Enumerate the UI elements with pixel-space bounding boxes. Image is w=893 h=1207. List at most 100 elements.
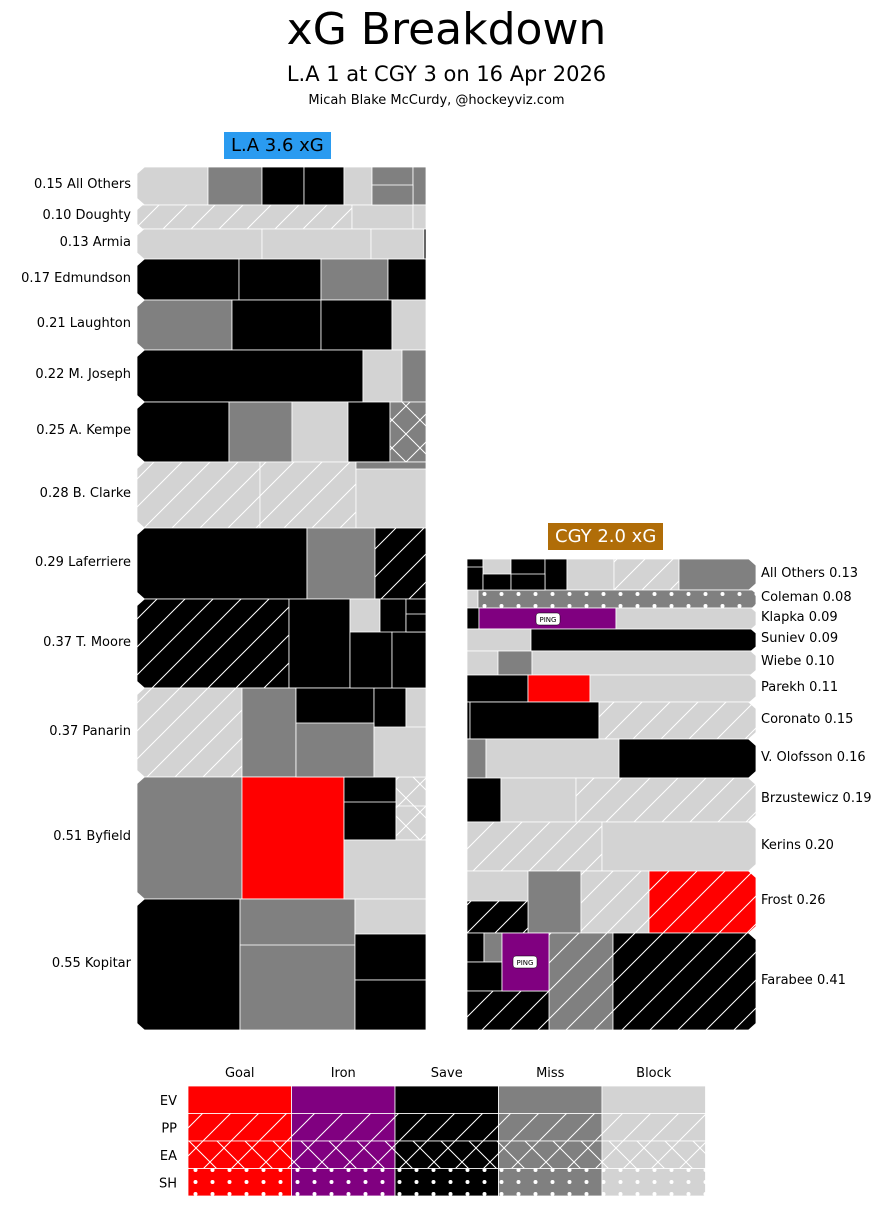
cgy-extra-shot-1 — [482, 573, 512, 591]
legend-situation-pp: PP — [161, 1121, 177, 1136]
cgy-kerins-shot-1 — [601, 821, 757, 872]
cgy-all-others-shot-3 — [544, 558, 568, 591]
la-a-kempe-shot-0 — [136, 401, 230, 463]
cgy-klapka-shot-2 — [615, 607, 757, 630]
la-edmundson-shot-1 — [238, 258, 322, 301]
cgy-coronato-shot-0 — [466, 701, 471, 740]
cgy-coronato-shot-2-pattern — [599, 702, 756, 739]
cgy-suniev-shot-1 — [530, 628, 757, 652]
cgy-all-others-shot-5-pattern — [614, 559, 679, 590]
la-player-label-laughton: 0.21 Laughton — [36, 316, 131, 331]
la-player-label-m-joseph: 0.22 M. Joseph — [35, 367, 131, 382]
legend-swatch-save-sh-pattern — [395, 1168, 499, 1196]
cgy-extra-shot-8 — [501, 932, 550, 992]
la-extra-shot-4 — [239, 944, 356, 1031]
la-edmundson-shot-0 — [136, 258, 240, 301]
la-extra-shot-8 — [295, 722, 375, 778]
la-all-others-shot-4 — [343, 166, 373, 206]
la-all-others-shot-6 — [412, 166, 427, 206]
la-edmundson-shot-2 — [320, 258, 389, 301]
la-laughton-shot-3 — [391, 299, 427, 351]
legend-swatch-iron-pp-pattern — [291, 1113, 395, 1141]
cgy-wiebe-shot-2 — [531, 650, 757, 676]
la-doughty-shot-0-pattern — [137, 205, 352, 229]
legend-swatch-save-pp-pattern — [395, 1113, 499, 1141]
cgy-extra-shot-2 — [510, 573, 546, 591]
cgy-wiebe-notch — [750, 651, 757, 675]
la-panarin-shot-1 — [241, 687, 297, 778]
la-doughty-notch — [136, 205, 143, 229]
cgy-player-label-suniev: Suniev 0.09 — [761, 631, 839, 646]
legend-swatch-goal-sh-pattern — [188, 1168, 292, 1196]
cgy-suniev-shot-0 — [466, 628, 532, 652]
la-a-kempe-shot-3 — [347, 401, 391, 463]
la-byfield-shot-1 — [241, 776, 345, 900]
la-laferriere-notch — [136, 528, 145, 599]
cgy-frost-shot-1 — [527, 870, 582, 934]
la-a-kempe-shot-1 — [228, 401, 293, 463]
cgy-player-label-kerins: Kerins 0.20 — [761, 837, 834, 853]
la-b-clarke-shot-0-pattern — [137, 462, 260, 528]
legend-outcome-save: Save — [431, 1066, 463, 1081]
cgy-coleman-shot-0 — [466, 589, 479, 609]
la-laughton-shot-1 — [231, 299, 322, 351]
cgy-klapka-shot-0 — [466, 607, 480, 630]
cgy-farabee-shot-1-pattern — [549, 933, 613, 1030]
la-armia-shot-3 — [423, 228, 427, 260]
la-armia-shot-0 — [136, 228, 263, 260]
la-laferriere-shot-0 — [136, 527, 308, 600]
la-m-joseph-shot-1 — [362, 349, 403, 403]
la-player-label-doughty: 0.10 Doughty — [42, 208, 131, 223]
cgy-coleman-shot-1-pattern — [478, 590, 756, 608]
la-extra-shot-7 — [354, 979, 427, 1031]
la-extra-shot-5 — [354, 898, 427, 935]
cgy-all-others-shot-4 — [566, 558, 615, 591]
la-extra-shot-10 — [349, 631, 393, 689]
team-badge-cgy: CGY 2.0 xG — [548, 523, 664, 550]
cgy-extra-shot-0 — [466, 566, 484, 591]
la-extra-shot-1 — [343, 801, 397, 841]
cgy-v-olofsson-shot-2 — [618, 738, 757, 779]
cgy-player-label-klapka: Klapka 0.09 — [761, 609, 838, 625]
la-extra-shot-11 — [391, 631, 427, 689]
cgy-player-label-wiebe: Wiebe 0.10 — [761, 654, 835, 669]
team-badge-la: L.A 3.6 xG — [224, 132, 331, 159]
cgy-wiebe-shot-1 — [497, 650, 533, 676]
la-player-label-edmundson: 0.17 Edmundson — [21, 270, 131, 286]
cgy-kerins-shot-0-pattern — [467, 822, 602, 871]
legend-swatch-miss-ea-pattern — [498, 1141, 602, 1169]
la-player-label-b-clarke: 0.28 B. Clarke — [39, 486, 131, 501]
la-b-clarke-shot-2 — [355, 461, 427, 529]
la-armia-shot-2 — [370, 228, 425, 260]
la-player-label-armia: 0.13 Armia — [59, 235, 131, 250]
ping-annotation-box-0 — [535, 612, 561, 626]
la-laughton-notch — [136, 300, 145, 350]
cgy-wiebe-shot-0 — [466, 650, 499, 676]
legend-swatch-block-ea-pattern — [602, 1141, 706, 1169]
la-player-label-byfield: 0.51 Byfield — [53, 829, 131, 844]
legend-swatch-iron-ea-pattern — [291, 1141, 395, 1169]
legend-swatch-miss-ev — [498, 1085, 603, 1114]
legend-situation-ev: EV — [160, 1094, 177, 1109]
la-all-others-shot-1 — [207, 166, 263, 206]
cgy-extra-shot-5 — [483, 932, 503, 963]
cgy-player-label-parekh: Parekh 0.11 — [761, 679, 839, 695]
ping-annotation-0: PING — [540, 616, 557, 624]
ping-annotation-1: PING — [517, 959, 534, 967]
la-a-kempe-shot-2 — [291, 401, 349, 463]
legend-outcome-iron: Iron — [331, 1066, 356, 1081]
cgy-kerins-notch — [748, 822, 757, 871]
cgy-coronato-shot-1 — [469, 701, 600, 740]
la-laughton-shot-0 — [136, 299, 233, 351]
cgy-suniev-notch — [750, 629, 757, 651]
la-player-label-t-moore: 0.37 T. Moore — [43, 634, 131, 650]
cgy-parekh-shot-1 — [527, 674, 591, 703]
legend-outcome-block: Block — [636, 1066, 672, 1081]
legend-swatch-block-ev — [601, 1085, 706, 1114]
ping-annotation-box-1 — [512, 955, 538, 969]
cgy-coronato-notch — [748, 702, 757, 739]
legend-outcome-miss: Miss — [536, 1066, 565, 1081]
cgy-extra-shot-6 — [466, 961, 503, 992]
la-edmundson-notch — [136, 259, 145, 300]
